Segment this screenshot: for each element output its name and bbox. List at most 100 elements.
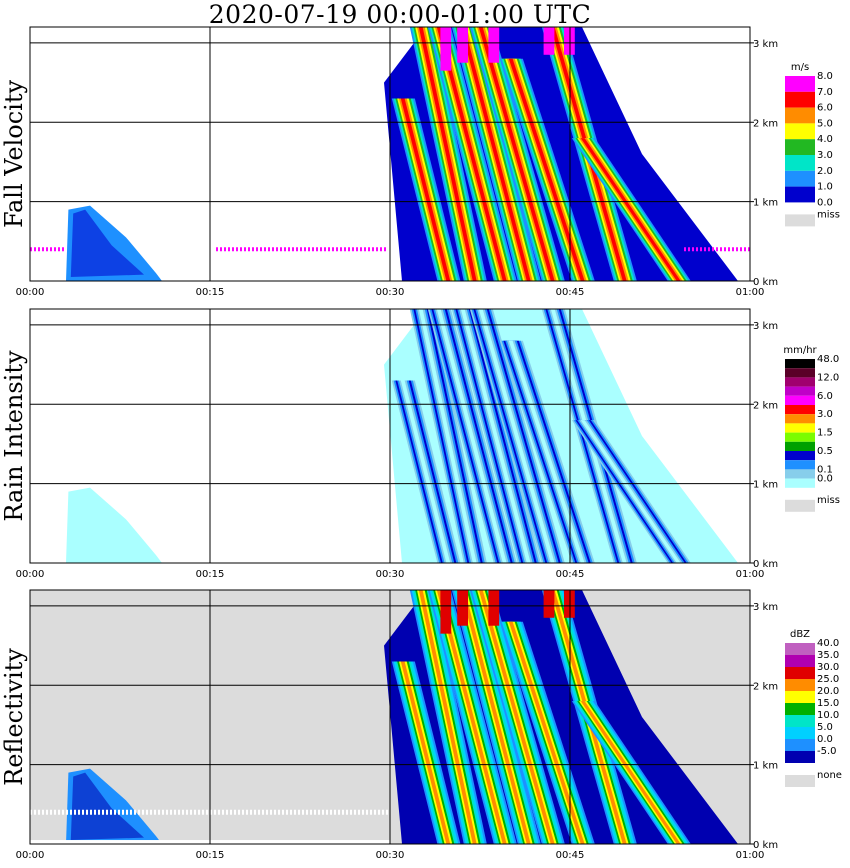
storm-top bbox=[457, 27, 468, 63]
colorbar-level: 8.0 bbox=[817, 71, 833, 82]
reflectivity-frame bbox=[29, 589, 751, 845]
x-tick-label: 00:30 bbox=[376, 850, 405, 861]
precip-streak bbox=[418, 309, 477, 563]
precip-streak bbox=[508, 58, 585, 281]
y-tick-label: 3 km bbox=[753, 39, 778, 50]
reflectivity-ylabel: Reflectivity bbox=[0, 648, 28, 786]
colorbar-level: 3.0 bbox=[817, 150, 833, 161]
y-tick-label: 1 km bbox=[753, 761, 778, 772]
precip-streak bbox=[508, 340, 585, 563]
colorbar-level: 1.0 bbox=[817, 182, 833, 193]
colorbar-missing-label: none bbox=[817, 770, 842, 781]
y-tick-label: 2 km bbox=[753, 400, 778, 411]
colorbar-swatch bbox=[785, 395, 815, 405]
colorbar-level: 0.0 bbox=[817, 734, 833, 745]
precip-streak bbox=[418, 27, 477, 281]
x-tick-label: 00:15 bbox=[196, 287, 225, 298]
colorbar-swatch bbox=[785, 441, 815, 451]
precip-streak bbox=[580, 701, 681, 844]
colorbar-level: 3.0 bbox=[817, 409, 833, 420]
storm-top bbox=[440, 27, 452, 71]
colorbar-swatch bbox=[785, 739, 815, 751]
colorbar-level: 25.0 bbox=[817, 674, 839, 685]
precip-streak bbox=[436, 27, 507, 281]
x-tick-label: 00:45 bbox=[556, 569, 585, 580]
storm-top bbox=[488, 27, 500, 63]
colorbar-missing-label: miss bbox=[817, 209, 840, 220]
colorbar-level: 6.0 bbox=[817, 103, 833, 114]
precip-streak bbox=[580, 138, 681, 281]
x-tick-label: 00:15 bbox=[196, 850, 225, 861]
x-tick-label: 00:30 bbox=[376, 569, 405, 580]
storm-top bbox=[457, 590, 468, 626]
precip-streak bbox=[460, 309, 531, 563]
colorbar-swatch bbox=[785, 123, 815, 140]
colorbar-level: 5.0 bbox=[817, 118, 833, 129]
colorbar-level: 0.1 bbox=[817, 464, 833, 475]
x-tick-label: 00:30 bbox=[376, 287, 405, 298]
colorbar-level: 30.0 bbox=[817, 662, 839, 673]
precip-streak bbox=[418, 590, 477, 844]
storm-top bbox=[564, 590, 575, 618]
colorbar-swatch bbox=[785, 451, 815, 461]
colorbar-level: 48.0 bbox=[817, 354, 839, 365]
x-tick-label: 00:00 bbox=[16, 287, 45, 298]
colorbar-missing-swatch bbox=[785, 214, 815, 227]
precip-streak bbox=[400, 380, 451, 563]
colorbar-swatch bbox=[785, 478, 815, 488]
colorbar-swatch bbox=[785, 469, 815, 479]
colorbar-level: 20.0 bbox=[817, 686, 839, 697]
y-tick-label: 2 km bbox=[753, 118, 778, 129]
colorbar-level: 6.0 bbox=[817, 391, 833, 402]
precip-streak bbox=[436, 590, 507, 844]
colorbar-swatch bbox=[785, 155, 815, 171]
colorbar-swatch bbox=[785, 423, 815, 433]
colorbar-swatch bbox=[785, 405, 815, 415]
fall-velocity-panel: 00:00 00:15 00:30 00:45 01:000 km 1 km 2 km 3 k… bbox=[0, 26, 840, 298]
x-tick-label: 00:45 bbox=[556, 287, 585, 298]
y-tick-label: 0 km bbox=[753, 840, 778, 851]
colorbar-level: 0.5 bbox=[817, 446, 833, 457]
precip-streak bbox=[460, 590, 531, 844]
colorbar-swatch bbox=[785, 186, 815, 203]
fall-velocity-field bbox=[30, 27, 750, 281]
colorbar-swatch bbox=[785, 703, 815, 715]
colorbar-level: 4.0 bbox=[817, 134, 833, 145]
storm-top bbox=[440, 590, 452, 634]
colorbar-swatch bbox=[785, 432, 815, 442]
colorbar-swatch bbox=[785, 414, 815, 424]
colorbar-swatch bbox=[785, 691, 815, 703]
y-tick-label: 3 km bbox=[753, 321, 778, 332]
x-tick-label: 00:45 bbox=[556, 850, 585, 861]
y-tick-label: 3 km bbox=[753, 602, 778, 613]
rain-intensity-ylabel: Rain Intensity bbox=[0, 350, 28, 522]
precip-streak bbox=[580, 420, 681, 563]
storm-top bbox=[564, 27, 575, 55]
colorbar-missing-label: miss bbox=[817, 495, 840, 506]
colorbar-swatch bbox=[785, 139, 815, 155]
rain-intensity-field bbox=[66, 309, 738, 563]
precip-streak bbox=[400, 98, 451, 281]
rain-intensity-panel: 00:00 00:15 00:30 00:45 01:000 km 1 km 2 km 3 k… bbox=[0, 308, 840, 580]
colorbar-level: 0.0 bbox=[817, 474, 833, 485]
x-tick-label: 00:15 bbox=[196, 569, 225, 580]
colorbar-swatch bbox=[785, 715, 815, 727]
colorbar-level: 2.0 bbox=[817, 166, 833, 177]
colorbar-swatch bbox=[785, 460, 815, 470]
x-tick-label: 01:00 bbox=[736, 569, 765, 580]
colorbar-level: 0.0 bbox=[817, 197, 833, 208]
colorbar-swatch bbox=[785, 170, 815, 187]
colorbar-unit: dBZ bbox=[790, 629, 810, 640]
x-tick-label: 00:00 bbox=[16, 569, 45, 580]
colorbar-swatch bbox=[785, 107, 815, 124]
precip-streak bbox=[400, 661, 451, 844]
precip-streak bbox=[460, 27, 531, 281]
colorbar-level: 7.0 bbox=[817, 87, 833, 98]
x-tick-label: 01:00 bbox=[736, 850, 765, 861]
x-tick-label: 01:00 bbox=[736, 287, 765, 298]
chart-title: 2020-07-19 00:00-01:00 UTC bbox=[208, 0, 592, 29]
colorbar-swatch bbox=[785, 727, 815, 739]
colorbar-missing-swatch bbox=[785, 775, 815, 787]
colorbar-level: 12.0 bbox=[817, 372, 839, 383]
rain-intensity-frame bbox=[29, 308, 751, 564]
